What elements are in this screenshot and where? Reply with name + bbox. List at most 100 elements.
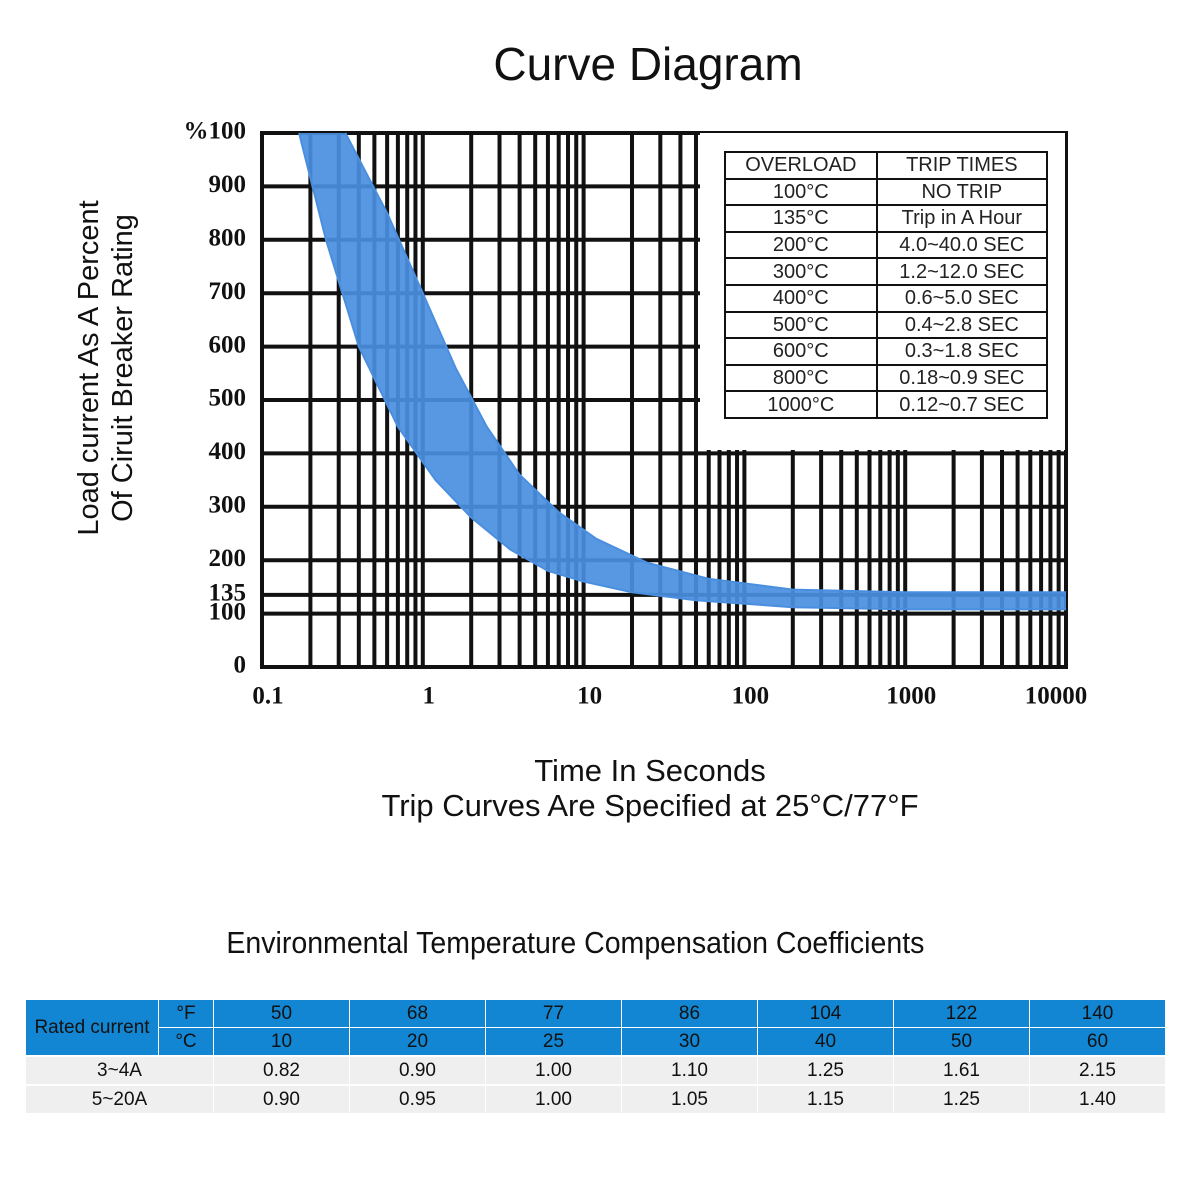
y-tick-label: 700 <box>209 278 247 305</box>
header-cell: 140 <box>1029 999 1166 1028</box>
cell: 4.0~40.0 SEC <box>875 230 1049 260</box>
cell: 100°C <box>724 177 878 207</box>
note: Trip Curves Are Specified at 25°C/77°F <box>381 788 918 823</box>
trip-table-row: 100°C NO TRIP <box>724 177 1049 207</box>
header-cell: 77 <box>485 999 622 1028</box>
cell: 0.12~0.7 SEC <box>875 390 1049 419</box>
trip-table-row: 1000°C 0.12~0.7 SEC <box>724 390 1049 419</box>
band-fill <box>299 133 1067 610</box>
cell: 1.00 <box>485 1055 622 1086</box>
header-row: °C 10 20 25 30 40 50 60 <box>26 1027 1166 1057</box>
trip-table-header: OVERLOAD TRIP TIMES <box>724 151 1049 180</box>
header-cell: 50 <box>893 1027 1030 1057</box>
header-cell: 104 <box>757 999 894 1028</box>
header-cell: 40 <box>757 1027 894 1057</box>
trip-table-box: OVERLOAD TRIP TIMES 100°C NO TRIP 135°C Trip … <box>700 133 1065 450</box>
table-title: Environmental Temperature Compensation C… <box>226 925 925 960</box>
y-tick-label: 200 <box>209 545 247 572</box>
y-axis-label-line: Of Ciruit Breaker Rating <box>107 214 139 522</box>
y-tick-label: 800 <box>209 225 247 252</box>
trip-table: OVERLOAD TRIP TIMES 100°C NO TRIP 135°C Trip … <box>724 151 1049 419</box>
header-cell: 86 <box>621 999 758 1028</box>
cell: 0.90 <box>213 1084 350 1114</box>
cell: 1.10 <box>621 1055 758 1086</box>
header-cell: OVERLOAD <box>724 151 878 180</box>
chart-title: Curve Diagram <box>493 38 802 90</box>
x-tick-label: 10 <box>577 683 602 710</box>
header-cell: 50 <box>213 999 350 1028</box>
y-tick-label: 300 <box>209 492 247 519</box>
y-axis-label: Load current As A Percent Of Ciruit Brea… <box>73 200 139 535</box>
trip-table-row: 600°C 0.3~1.8 SEC <box>724 337 1049 366</box>
trip-table-row: 200°C 4.0~40.0 SEC <box>724 230 1049 260</box>
cell: 0.18~0.9 SEC <box>875 363 1049 393</box>
cell: 1.05 <box>621 1084 758 1114</box>
header-row: Rated current °F 50 68 77 86 104 122 140 <box>25 999 1166 1057</box>
header-cell: 68 <box>349 999 486 1028</box>
y-tick-label: 400 <box>209 438 247 465</box>
compensation-table: Rated current °F 50 68 77 86 104 122 140 °C 10 20 25… <box>25 999 1166 1114</box>
header-cell: 30 <box>621 1027 758 1057</box>
row-label: 3~4A <box>25 1055 214 1086</box>
row-label: 5~20A <box>25 1084 214 1114</box>
cell: Trip in A Hour <box>875 204 1049 233</box>
cell: NO TRIP <box>875 177 1049 207</box>
cell: 1.00 <box>485 1084 622 1114</box>
y-tick-label: 600 <box>209 331 247 358</box>
header-cell: 20 <box>349 1027 486 1057</box>
header-cell: TRIP TIMES <box>875 151 1049 180</box>
cell: 500°C <box>724 310 878 340</box>
x-tick-label: 0.1 <box>252 683 283 710</box>
plot-border <box>260 131 1068 669</box>
cell: 1.61 <box>893 1055 1030 1086</box>
cell: 1.2~12.0 SEC <box>875 257 1049 286</box>
y-tick-label: 135 <box>209 580 247 607</box>
cell: 200°C <box>724 230 878 260</box>
trip-table-row: 135°C Trip in A Hour <box>724 204 1049 233</box>
y-tick-label: 100 <box>209 598 247 625</box>
cell: 1.40 <box>1029 1084 1166 1114</box>
trip-table-row: 400°C 0.6~5.0 SEC <box>724 283 1049 313</box>
cell: 1.25 <box>757 1055 894 1086</box>
header-cell: 25 <box>485 1027 622 1057</box>
unit: °F <box>158 999 214 1028</box>
cell: 0.3~1.8 SEC <box>875 337 1049 366</box>
cell: 1000°C <box>724 390 878 419</box>
data-row: 5~20A 0.90 0.95 1.00 1.05 1.15 1.25 1.40 <box>25 1084 1166 1114</box>
trip-table-row: 300°C 1.2~12.0 SEC <box>724 257 1049 286</box>
cell: 600°C <box>724 337 878 366</box>
cell: 1.25 <box>893 1084 1030 1114</box>
cell: 800°C <box>724 363 878 393</box>
cell: 0.82 <box>213 1055 350 1086</box>
band-edge <box>344 132 1066 594</box>
cell: 0.90 <box>349 1055 486 1086</box>
data-row: 3~4A 0.82 0.90 1.00 1.10 1.25 1.61 2.15 <box>25 1055 1166 1086</box>
row-header: Rated current <box>25 999 159 1057</box>
cell: 300°C <box>724 257 878 286</box>
cell: 400°C <box>724 283 878 313</box>
band-edge <box>298 132 1066 611</box>
x-axis-label: Time In Seconds <box>534 753 765 788</box>
y-axis-label-line: Load current As A Percent <box>73 200 105 535</box>
y-tick-label: %100 <box>184 118 247 145</box>
y-tick-label: 0 <box>234 652 247 679</box>
unit: °C <box>158 1027 214 1057</box>
header-cell: 10 <box>213 1027 350 1057</box>
cell: 0.4~2.8 SEC <box>875 310 1049 340</box>
trip-table-row: 500°C 0.4~2.8 SEC <box>724 310 1049 340</box>
x-tick-label: 10000 <box>1025 683 1088 710</box>
cell: 0.95 <box>349 1084 486 1114</box>
header-cell: 122 <box>893 999 1030 1028</box>
cell: 0.6~5.0 SEC <box>875 283 1049 313</box>
y-tick-label: 500 <box>209 385 247 412</box>
x-tick-label: 1 <box>423 683 436 710</box>
cell: 1.15 <box>757 1084 894 1114</box>
x-tick-label: 1000 <box>886 683 936 710</box>
cell: 135°C <box>724 204 878 233</box>
x-tick-label: 100 <box>732 683 770 710</box>
trip-table-row: 800°C 0.18~0.9 SEC <box>724 363 1049 393</box>
header-cell: 60 <box>1029 1027 1166 1057</box>
y-tick-label: 900 <box>209 171 247 198</box>
cell: 2.15 <box>1029 1055 1166 1086</box>
